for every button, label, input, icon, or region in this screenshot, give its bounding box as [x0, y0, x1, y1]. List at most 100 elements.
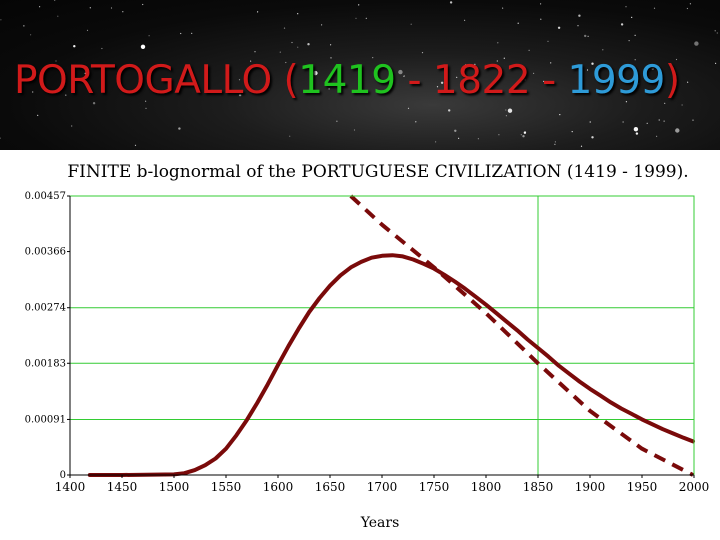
- star-dot: [372, 57, 374, 59]
- star-dot: [421, 52, 424, 54]
- star-dot: [686, 7, 689, 10]
- star-dot: [689, 3, 692, 5]
- star-dot: [71, 125, 73, 127]
- slide-title-part: ): [664, 58, 680, 103]
- x-tick-label: 1850: [523, 480, 554, 494]
- star-dot: [297, 13, 299, 15]
- star-dot: [474, 63, 476, 65]
- star-dot: [651, 67, 654, 70]
- slide-title-part: - 1822 -: [395, 58, 568, 103]
- star-dot: [533, 72, 535, 74]
- star-dot: [54, 0, 56, 1]
- star-dot: [353, 129, 356, 131]
- star-dot: [458, 137, 460, 139]
- star-dot: [577, 25, 579, 27]
- star-dot: [505, 115, 507, 117]
- star-dot: [550, 62, 552, 64]
- star-dot: [321, 24, 323, 26]
- y-tick-label: 0.00274: [25, 303, 66, 314]
- star-dot: [37, 114, 39, 116]
- star-dot: [517, 22, 519, 24]
- star-dot: [330, 44, 332, 46]
- star-dot: [145, 100, 147, 102]
- star-dot: [633, 127, 639, 132]
- star-dot: [448, 109, 451, 112]
- star-dot: [398, 69, 403, 75]
- star-dot: [39, 6, 41, 8]
- y-tick-label: 0.00457: [25, 191, 66, 202]
- star-dot: [681, 104, 683, 106]
- star-dot: [522, 135, 525, 138]
- star-dot: [663, 120, 665, 122]
- star-dot: [586, 69, 589, 71]
- star-dot: [407, 107, 410, 109]
- star-dot: [355, 17, 357, 19]
- star-dot: [523, 131, 527, 134]
- star-dot: [634, 34, 636, 36]
- star-dot: [238, 93, 242, 97]
- star-dot: [540, 3, 542, 5]
- star-dot: [145, 107, 147, 109]
- star-dot: [23, 25, 25, 27]
- x-tick-label: 1450: [107, 480, 138, 494]
- x-tick-label: 1650: [315, 480, 346, 494]
- star-dot: [580, 145, 583, 147]
- star-dot: [694, 41, 699, 46]
- star-dot: [503, 57, 505, 59]
- star-dot: [646, 122, 648, 124]
- x-tick-label: 1400: [55, 480, 86, 494]
- x-axis-label: Years: [360, 515, 400, 531]
- star-dot: [571, 131, 573, 133]
- star-dot: [591, 136, 594, 139]
- star-dot: [625, 101, 628, 103]
- y-tick-label: 0.00183: [25, 358, 66, 369]
- star-dot: [122, 11, 124, 13]
- star-dot: [520, 134, 522, 136]
- x-tick-label: 1750: [419, 480, 450, 494]
- star-dot: [634, 59, 636, 61]
- plot-frame: [69, 195, 695, 476]
- star-dot: [664, 102, 666, 104]
- star-dot: [0, 137, 1, 139]
- star-dot: [32, 91, 34, 93]
- star-dot: [658, 119, 660, 121]
- x-tick-label: 1800: [471, 480, 502, 494]
- star-dot: [291, 41, 293, 44]
- starfield-background: [0, 0, 718, 147]
- star-dot: [464, 19, 466, 21]
- star-dot: [497, 42, 499, 44]
- star-dot: [591, 62, 594, 65]
- star-dot: [454, 129, 457, 132]
- star-dot: [436, 86, 439, 88]
- star-dot: [547, 40, 549, 42]
- x-tick-label: 1950: [627, 480, 658, 494]
- star-dot: [505, 109, 507, 111]
- slide-title: PORTOGALLO (1419 - 1822 - 1999): [14, 58, 680, 103]
- star-dot: [180, 32, 182, 35]
- star-dot: [628, 40, 630, 42]
- tick-labels: 0 0.00091 0.00183 0.00274 0.00366 0.00457 1400…: [25, 191, 710, 494]
- star-dot: [73, 45, 76, 48]
- star-dot: [415, 121, 417, 123]
- star-dot: [65, 94, 67, 96]
- star-dot: [496, 60, 498, 62]
- slide-title-part: 1999: [567, 58, 666, 103]
- star-dot: [313, 70, 318, 76]
- star-dot: [524, 79, 526, 81]
- star-dot: [285, 61, 287, 64]
- star-dot: [435, 141, 437, 143]
- star-dot: [55, 60, 57, 62]
- star-dot: [716, 32, 718, 34]
- star-dot: [584, 34, 587, 38]
- star-dot: [148, 35, 150, 37]
- y-tick-label: 0: [60, 470, 66, 481]
- star-dot: [307, 43, 310, 46]
- star-dot: [635, 132, 639, 135]
- star-dot: [692, 119, 694, 121]
- star-dot: [507, 108, 513, 113]
- star-dot: [358, 4, 360, 6]
- star-dot: [587, 35, 589, 37]
- star-dot: [498, 134, 500, 136]
- star-dot: [0, 19, 2, 21]
- star-dot: [653, 7, 656, 9]
